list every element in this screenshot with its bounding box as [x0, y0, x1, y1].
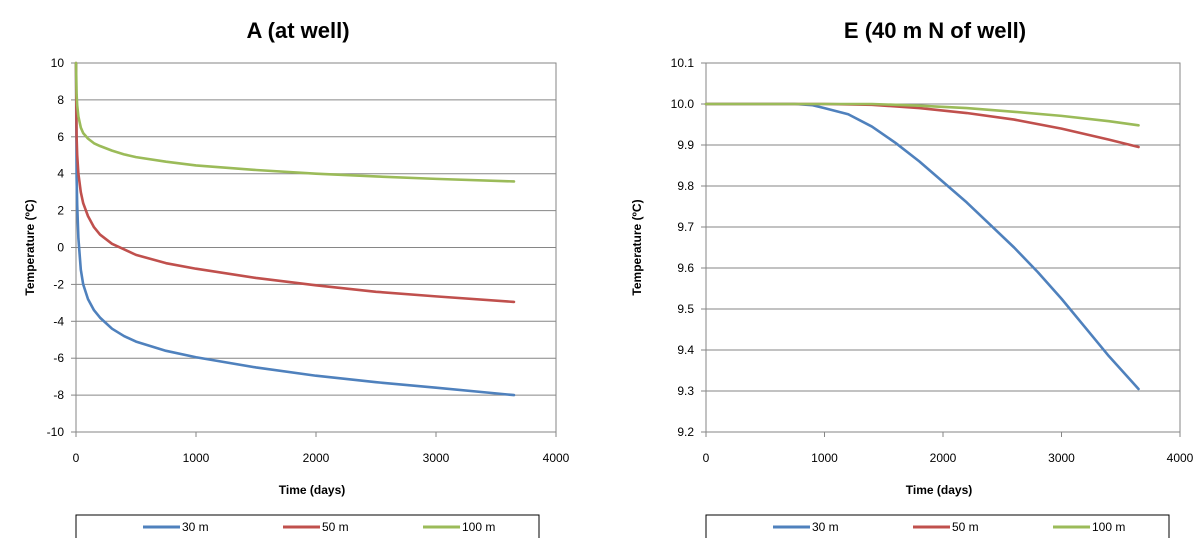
plot-area [705, 62, 1181, 433]
x-tick-label: 4000 [543, 451, 570, 465]
y-tick-label: 4 [57, 167, 64, 181]
series-line-30m [704, 102, 1140, 391]
y-tick-label: 9.3 [677, 384, 694, 398]
x-tick-label: 1000 [811, 451, 838, 465]
x-axis-label: Time (days) [279, 483, 345, 497]
y-tick-label: 10.1 [671, 56, 695, 70]
y-tick-label: -4 [53, 314, 64, 328]
x-tick-label: 4000 [1167, 451, 1194, 465]
plot-area [75, 62, 557, 433]
legend-entry: 50 m [952, 520, 979, 534]
x-tick-label: 2000 [303, 451, 330, 465]
y-axis-label: Temperature (ºC) [630, 199, 644, 295]
series-line-50m [704, 102, 1140, 149]
chart-2: E (40 m N of well) 9.2 9.3 9.4 9.5 9.6 9.7 9.8 9… [630, 18, 1194, 538]
y-axis-label: Temperature (ºC) [23, 199, 37, 295]
y-tick-label: -6 [53, 351, 64, 365]
legend-entry: 30 m [812, 520, 839, 534]
x-tick-label: 2000 [930, 451, 957, 465]
y-tick-label: 9.5 [677, 302, 694, 316]
x-tick-label: 3000 [423, 451, 450, 465]
x-tick-label: 0 [703, 451, 710, 465]
chart-1: A (at well) -10 -8 -6 -4 -2 0 2 4 6 8 10 0 1000 2000 30… [23, 18, 570, 538]
y-tick-label: 9.6 [677, 261, 694, 275]
y-tick-label: -10 [47, 425, 65, 439]
y-tick-label: 10.0 [671, 97, 695, 111]
y-tick-label: 10 [51, 56, 65, 70]
y-tick-label: -8 [53, 388, 64, 402]
series-line-30m [74, 61, 516, 397]
y-tick-label: 9.8 [677, 179, 694, 193]
y-tick-label: 9.7 [677, 220, 694, 234]
x-tick-label: 0 [73, 451, 80, 465]
series-line-100m [74, 61, 516, 183]
y-tick-label: 2 [57, 204, 64, 218]
x-tick-label: 3000 [1048, 451, 1075, 465]
series-line-100m [704, 102, 1140, 127]
y-tick-label: 9.4 [677, 343, 694, 357]
y-tick-label: 8 [57, 93, 64, 107]
y-tick-label: 9.2 [677, 425, 694, 439]
x-tick-label: 1000 [183, 451, 210, 465]
y-tick-label: 6 [57, 130, 64, 144]
x-axis-label: Time (days) [906, 483, 972, 497]
y-tick-label: 0 [57, 241, 64, 255]
y-tick-label: 9.9 [677, 138, 694, 152]
chart-title: E (40 m N of well) [844, 18, 1026, 43]
legend-entry: 100 m [462, 520, 495, 534]
legend-entry: 100 m [1092, 520, 1125, 534]
series-line-50m [74, 61, 516, 304]
legend-entry: 50 m [322, 520, 349, 534]
y-tick-label: -2 [53, 277, 64, 291]
chart-title: A (at well) [246, 18, 349, 43]
legend-entry: 30 m [182, 520, 209, 534]
